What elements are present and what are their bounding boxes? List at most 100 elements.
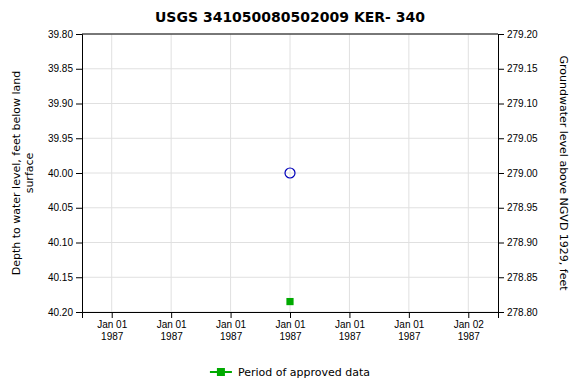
tick-mark — [498, 34, 504, 35]
chart: Jan 011987 Jan 011987 Jan 011987 Jan 011987… — [0, 0, 576, 384]
tick-mark — [76, 312, 82, 313]
tick-label: 279.00 — [507, 168, 538, 179]
tick-label: Jan 011987 — [394, 319, 424, 342]
y2-axis-label: Groundwater level above NGVD 1929, feet — [557, 55, 570, 291]
tick: 40.20 — [48, 307, 82, 318]
tick-mark — [498, 208, 504, 209]
tick-label: Jan 011987 — [216, 319, 246, 342]
tick-label: 40.10 — [48, 237, 73, 248]
tick: 278.90 — [498, 237, 538, 248]
tick: 278.85 — [498, 272, 538, 283]
tick-mark — [498, 243, 504, 244]
tick: 40.00 — [48, 168, 82, 179]
tick-label: 279.15 — [507, 63, 538, 74]
tick-mark — [290, 312, 291, 318]
plot: Jan 011987 Jan 011987 Jan 011987 Jan 011987… — [48, 29, 538, 342]
tick: 278.95 — [498, 202, 538, 213]
tick-mark — [76, 277, 82, 278]
axis-line — [83, 313, 499, 319]
tick-mark — [76, 104, 82, 105]
tick-label: Jan 021987 — [454, 319, 484, 342]
series — [287, 299, 293, 305]
tick-mark — [498, 277, 504, 278]
tick-label: 40.15 — [48, 272, 73, 283]
tick: Jan 011987 — [97, 312, 127, 342]
tick: 279.20 — [498, 29, 538, 40]
tick: Jan 011987 — [157, 312, 187, 342]
grid-line — [349, 34, 350, 312]
tick-label: 40.20 — [48, 307, 73, 318]
tick-label: 40.00 — [48, 168, 73, 179]
y-axis: 39.80 39.85 39.90 39.95 40.00 40.05 40.10 40.15… — [48, 29, 83, 318]
tick-label: 278.80 — [507, 307, 538, 318]
tick-mark — [76, 243, 82, 244]
point-square — [287, 299, 293, 305]
tick-mark — [409, 312, 410, 318]
grid-line — [290, 34, 291, 312]
tick-mark — [231, 312, 232, 318]
grid-line — [468, 34, 469, 312]
tick: 40.15 — [48, 272, 82, 283]
marks — [285, 168, 295, 305]
tick-label: Jan 011987 — [335, 319, 365, 342]
tick-label: 279.05 — [507, 133, 538, 144]
title: USGS 341050080502009 KER- 340 — [155, 9, 425, 25]
tick: 40.10 — [48, 237, 82, 248]
series — [285, 168, 295, 178]
tick-label: 278.85 — [507, 272, 538, 283]
grid-line — [171, 34, 172, 312]
tick-mark — [76, 138, 82, 139]
tick: 279.00 — [498, 168, 538, 179]
tick: 40.05 — [48, 202, 82, 213]
grid — [82, 34, 498, 312]
tick: 39.80 — [48, 29, 82, 40]
grid-line — [82, 34, 498, 35]
tick-label: 39.95 — [48, 133, 73, 144]
y-axis-label: Depth to water level, feet below landsur… — [10, 71, 36, 276]
tick: Jan 021987 — [454, 312, 484, 342]
tick-label: 39.90 — [48, 98, 73, 109]
tick-label: 279.20 — [507, 29, 538, 40]
tick-mark — [112, 312, 113, 318]
tick: 279.05 — [498, 133, 538, 144]
tick-mark — [468, 312, 469, 318]
tick-mark — [349, 312, 350, 318]
axis-line — [76, 35, 83, 313]
tick-mark — [76, 173, 82, 174]
tick-label: 39.85 — [48, 63, 73, 74]
tick: 39.95 — [48, 133, 82, 144]
tick: Jan 011987 — [335, 312, 365, 342]
tick-mark — [498, 312, 504, 313]
tick-label: 39.80 — [48, 29, 73, 40]
tick: 39.90 — [48, 98, 82, 109]
tick-mark — [498, 104, 504, 105]
x-axis: Jan 011987 Jan 011987 Jan 011987 Jan 011987… — [83, 312, 499, 342]
tick: Jan 011987 — [275, 312, 305, 342]
grid-line — [408, 34, 409, 312]
tick-mark — [76, 69, 82, 70]
tick-label: 279.10 — [507, 98, 538, 109]
tick-label: 40.05 — [48, 202, 73, 213]
frame-line — [82, 34, 498, 35]
y2-axis: 279.20 279.15 279.10 279.05 279.00 278.95 278.… — [498, 29, 538, 318]
tick-label: 278.95 — [507, 202, 538, 213]
grid-line — [111, 34, 112, 312]
grid-line — [230, 34, 231, 312]
tick: 39.85 — [48, 63, 82, 74]
tick-label: Jan 011987 — [275, 319, 305, 342]
tick-mark — [498, 69, 504, 70]
tick-mark — [76, 208, 82, 209]
point-circle — [285, 168, 295, 178]
tick: 279.15 — [498, 63, 538, 74]
tick-mark — [171, 312, 172, 318]
tick-label: Jan 011987 — [157, 319, 187, 342]
tick-label: 278.90 — [507, 237, 538, 248]
tick: Jan 011987 — [216, 312, 246, 342]
tick-mark — [76, 34, 82, 35]
tick-mark — [498, 173, 504, 174]
legend-swatch — [217, 368, 225, 376]
tick-mark — [498, 138, 504, 139]
tick: Jan 011987 — [394, 312, 424, 342]
legend-label: Period of approved data — [238, 366, 370, 379]
legend: Period of approved data — [210, 366, 370, 379]
